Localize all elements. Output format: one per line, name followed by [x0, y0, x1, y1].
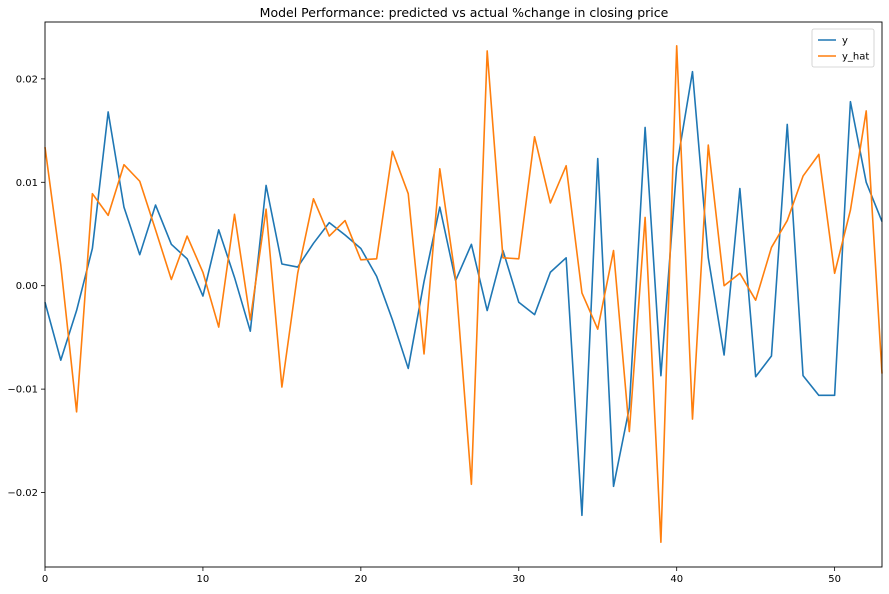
- chart-title: Model Performance: predicted vs actual %…: [260, 5, 669, 20]
- plot-frame: [44, 21, 883, 568]
- x-tick-label: 20: [354, 574, 367, 585]
- y-tick-label: 0.00: [16, 281, 38, 292]
- legend[interactable]: y y_hat: [811, 28, 875, 68]
- legend-label-y: y: [842, 36, 848, 47]
- x-tick-label: 10: [197, 574, 210, 585]
- x-tick-label: 40: [670, 574, 683, 585]
- series-layer: [44, 44, 883, 543]
- plot-area: [45, 22, 882, 567]
- series-line-y: [44, 70, 883, 517]
- x-axis: 0 10 20 30 40 50: [42, 567, 841, 585]
- legend-box: [811, 28, 875, 68]
- series-line-y-hat: [44, 44, 883, 543]
- y-tick-label: 0.01: [16, 178, 38, 189]
- x-tick-label: 30: [512, 574, 525, 585]
- legend-label-y-hat: y_hat: [842, 52, 869, 63]
- y-axis: −0.02 −0.01 0.00 0.01 0.02: [7, 74, 45, 499]
- y-tick-label: 0.02: [16, 74, 38, 85]
- x-tick-label: 0: [42, 574, 48, 585]
- x-tick-label: 50: [828, 574, 841, 585]
- y-tick-label: −0.02: [7, 488, 38, 499]
- y-tick-label: −0.01: [7, 385, 38, 396]
